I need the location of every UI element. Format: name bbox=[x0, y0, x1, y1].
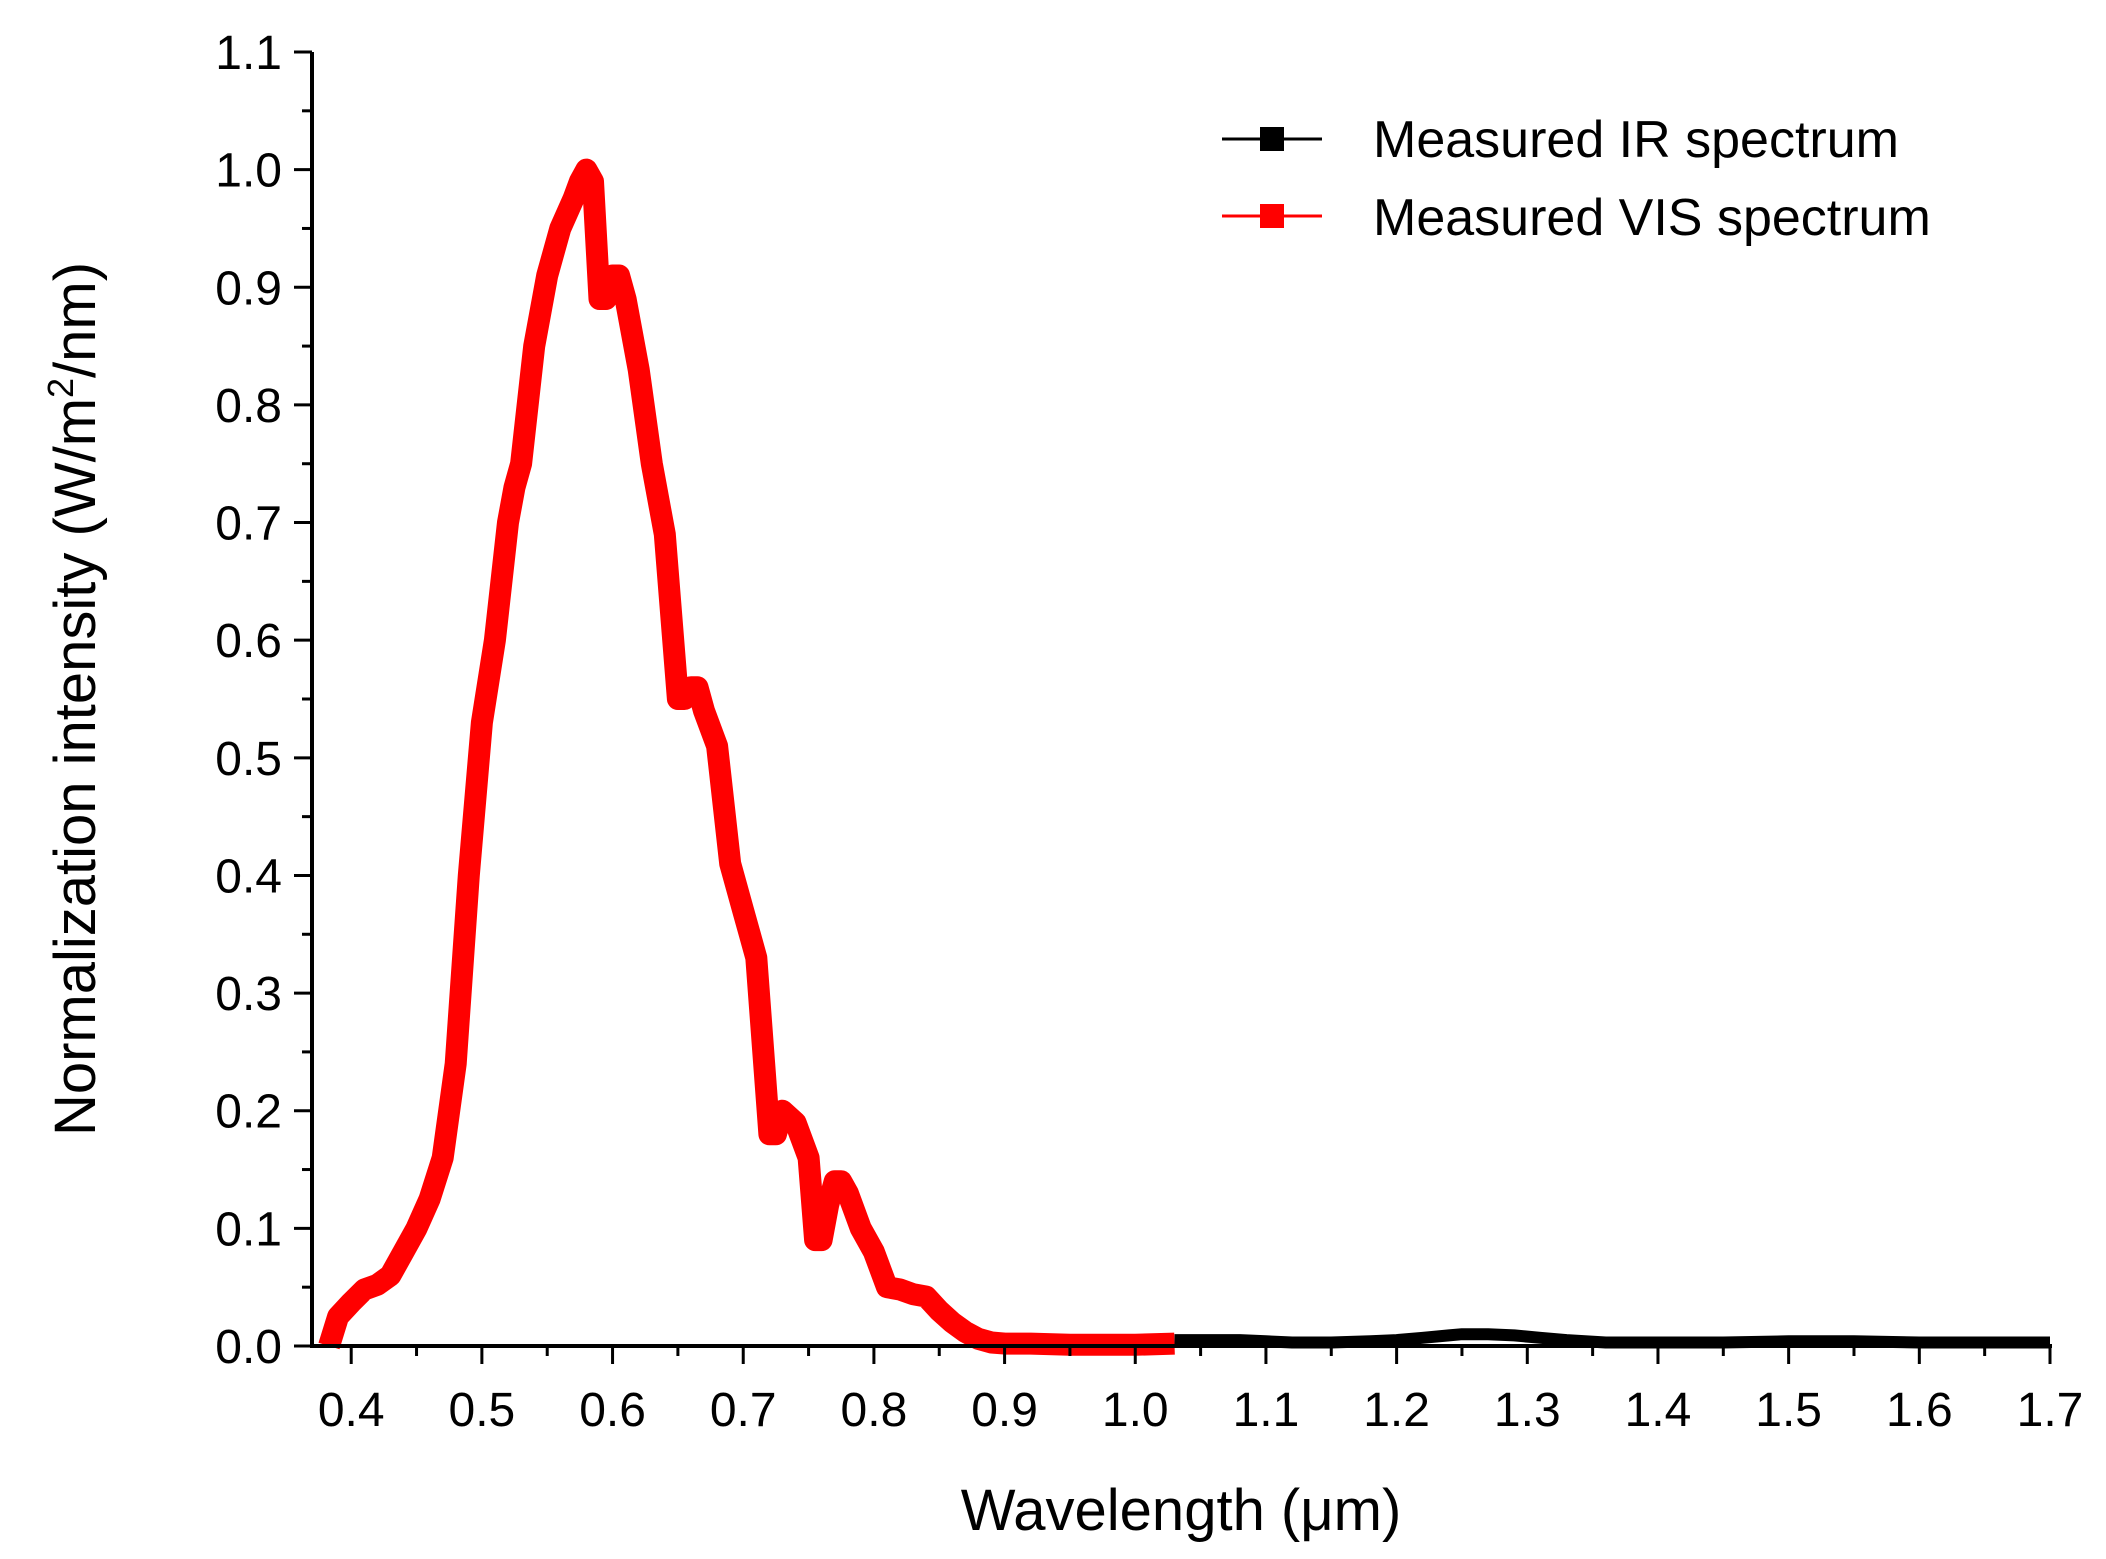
series-line-ir bbox=[1174, 1328, 2050, 1349]
x-tick-label: 0.7 bbox=[710, 1384, 777, 1437]
legend-vis-marker bbox=[1260, 204, 1284, 228]
y-tick-label: 0.4 bbox=[215, 850, 282, 903]
x-tick-label: 1.3 bbox=[1494, 1384, 1561, 1437]
series-line-vis bbox=[318, 158, 1175, 1356]
x-tick-label: 1.1 bbox=[1233, 1384, 1300, 1437]
y-axis-title: Normalization intensity (W/m2/nm) bbox=[40, 262, 108, 1136]
y-axis-title-superscript: 2 bbox=[40, 378, 81, 398]
x-tick-label: 1.4 bbox=[1625, 1384, 1692, 1437]
y-tick-label: 0.1 bbox=[215, 1203, 282, 1256]
x-tick-label: 0.8 bbox=[841, 1384, 908, 1437]
x-tick-label: 0.9 bbox=[971, 1384, 1038, 1437]
x-tick-label: 1.5 bbox=[1755, 1384, 1822, 1437]
x-tick-label: 0.5 bbox=[449, 1384, 516, 1437]
legend-entry-ir: Measured IR spectrum bbox=[1222, 111, 1899, 169]
y-axis-title-main: Normalization intensity (W/m bbox=[43, 398, 108, 1136]
legend: Measured IR spectrum Measured VIS spectr… bbox=[1222, 111, 1931, 247]
y-tick-label: 0.5 bbox=[215, 733, 282, 786]
x-tick-label: 1.6 bbox=[1886, 1384, 1953, 1437]
y-tick-label: 1.0 bbox=[215, 145, 282, 198]
ticks-layer: 0.4 0.5 0.6 0.7 0.8 0.9 1.0 1.1 1.2 1.3 1.4 1.5 1.6 1… bbox=[215, 27, 2083, 1437]
x-tick-label: 0.4 bbox=[318, 1384, 385, 1437]
x-tick-label: 1.0 bbox=[1102, 1384, 1169, 1437]
series-layer bbox=[318, 158, 2050, 1356]
legend-vis-label: Measured VIS spectrum bbox=[1373, 189, 1931, 247]
y-tick-label: 0.0 bbox=[215, 1321, 282, 1374]
y-tick-label: 0.6 bbox=[215, 615, 282, 668]
x-tick-label: 0.6 bbox=[579, 1384, 646, 1437]
legend-ir-marker bbox=[1260, 127, 1284, 151]
legend-ir-label: Measured IR spectrum bbox=[1373, 111, 1899, 169]
y-tick-label: 0.7 bbox=[215, 498, 282, 551]
y-tick-label: 1.1 bbox=[215, 27, 282, 80]
legend-entry-vis: Measured VIS spectrum bbox=[1222, 189, 1931, 247]
y-tick-label: 0.2 bbox=[215, 1086, 282, 1139]
y-tick-label: 0.8 bbox=[215, 380, 282, 433]
y-axis-title-tail: /nm) bbox=[43, 262, 108, 378]
x-axis-title: Wavelength (μm) bbox=[961, 1478, 1402, 1543]
y-tick-label: 0.9 bbox=[215, 262, 282, 315]
y-tick-label: 0.3 bbox=[215, 968, 282, 1021]
x-tick-label: 1.2 bbox=[1363, 1384, 1430, 1437]
x-tick-label: 1.7 bbox=[2017, 1384, 2084, 1437]
